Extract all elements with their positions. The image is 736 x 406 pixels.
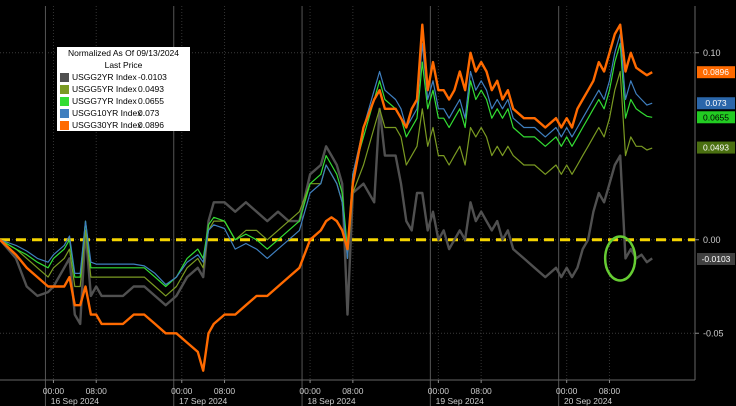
series-line <box>0 107 653 326</box>
series-line <box>0 23 653 372</box>
legend-series-name: USGG7YR Index <box>72 96 137 106</box>
x-tick-label: 00:00 <box>299 386 321 396</box>
legend-series-name: USGG10YR Index <box>72 108 142 118</box>
series-layer <box>0 23 653 372</box>
last-value-badge <box>697 111 735 124</box>
legend-item: USGG30YR Index 0.0896 <box>57 119 190 131</box>
series-line <box>0 42 653 288</box>
x-tick-label: 08:00 <box>86 386 108 396</box>
legend-item: USGG7YR Index 0.0655 <box>57 95 190 107</box>
legend-item: USGG2YR Index -0.0103 <box>57 71 190 83</box>
x-tick-label: 08:00 <box>214 386 236 396</box>
last-value-label: 0.0493 <box>703 143 729 153</box>
last-value-label: 0.0655 <box>703 112 729 122</box>
legend-swatch <box>60 96 69 106</box>
y-tick-label: 0.00 <box>703 235 721 245</box>
x-day-label: 16 Sep 2024 <box>51 396 99 406</box>
x-day-label: 20 Sep 2024 <box>564 396 612 406</box>
last-value-badge <box>697 253 735 266</box>
legend-header: Normalized As Of 09/13/2024 <box>67 48 180 58</box>
last-value-badge <box>697 97 735 110</box>
legend-last-price: 0.0896 <box>138 120 164 130</box>
highlight-circle <box>603 235 637 282</box>
last-value-label: 0.073 <box>705 98 727 108</box>
legend-swatch <box>60 108 69 118</box>
x-tick-label: 08:00 <box>342 386 364 396</box>
y-axis: 0.10 0.00 -0.05 <box>695 48 724 338</box>
x-tick-label: 08:00 <box>599 386 621 396</box>
legend-last-price: 0.0655 <box>138 96 164 106</box>
x-day-label: 17 Sep 2024 <box>179 396 227 406</box>
legend-swatch <box>60 72 69 82</box>
series-line <box>0 33 653 286</box>
legend-series-name: USGG2YR Index <box>72 72 137 82</box>
x-day-label: 18 Sep 2024 <box>307 396 355 406</box>
x-tick-label: 00:00 <box>556 386 578 396</box>
legend-item: USGG10YR Index 0.073 <box>57 107 190 119</box>
legend: Normalized As Of 09/13/2024 Last Price U… <box>57 47 190 131</box>
last-value-badges: 0.0896 0.073 0.0655 0.0493 -0.0103 <box>697 66 735 266</box>
legend-swatch <box>60 120 69 130</box>
last-value-badge <box>697 141 735 154</box>
legend-swatch <box>60 84 69 94</box>
legend-last-price: 0.0493 <box>138 84 164 94</box>
x-tick-label: 00:00 <box>428 386 450 396</box>
y-tick-label: 0.10 <box>703 48 721 58</box>
x-tick-label: 08:00 <box>471 386 493 396</box>
x-day-label: 19 Sep 2024 <box>436 396 484 406</box>
last-value-label: -0.0103 <box>702 254 731 264</box>
legend-series-name: USGG30YR Index <box>72 120 142 130</box>
legend-item: USGG5YR Index 0.0493 <box>57 83 190 95</box>
x-axis: 00:00 08:00 00:00 08:00 00:00 08:00 00:00 08:00… <box>43 380 621 406</box>
series-line <box>0 70 653 297</box>
last-value-badge <box>697 66 735 79</box>
last-value-label: 0.0896 <box>703 67 729 77</box>
legend-series-name: USGG5YR Index <box>72 84 137 94</box>
legend-last-price: 0.073 <box>138 108 160 118</box>
legend-rows: USGG2YR Index -0.0103 USGG5YR Index 0.0493 U… <box>57 71 190 131</box>
y-tick-label: -0.05 <box>703 328 724 338</box>
legend-subheader: Last Price <box>104 60 143 70</box>
highlight-layer <box>603 235 637 282</box>
x-tick-label: 00:00 <box>43 386 65 396</box>
x-tick-label: 00:00 <box>171 386 193 396</box>
legend-last-price: -0.0103 <box>138 72 167 82</box>
